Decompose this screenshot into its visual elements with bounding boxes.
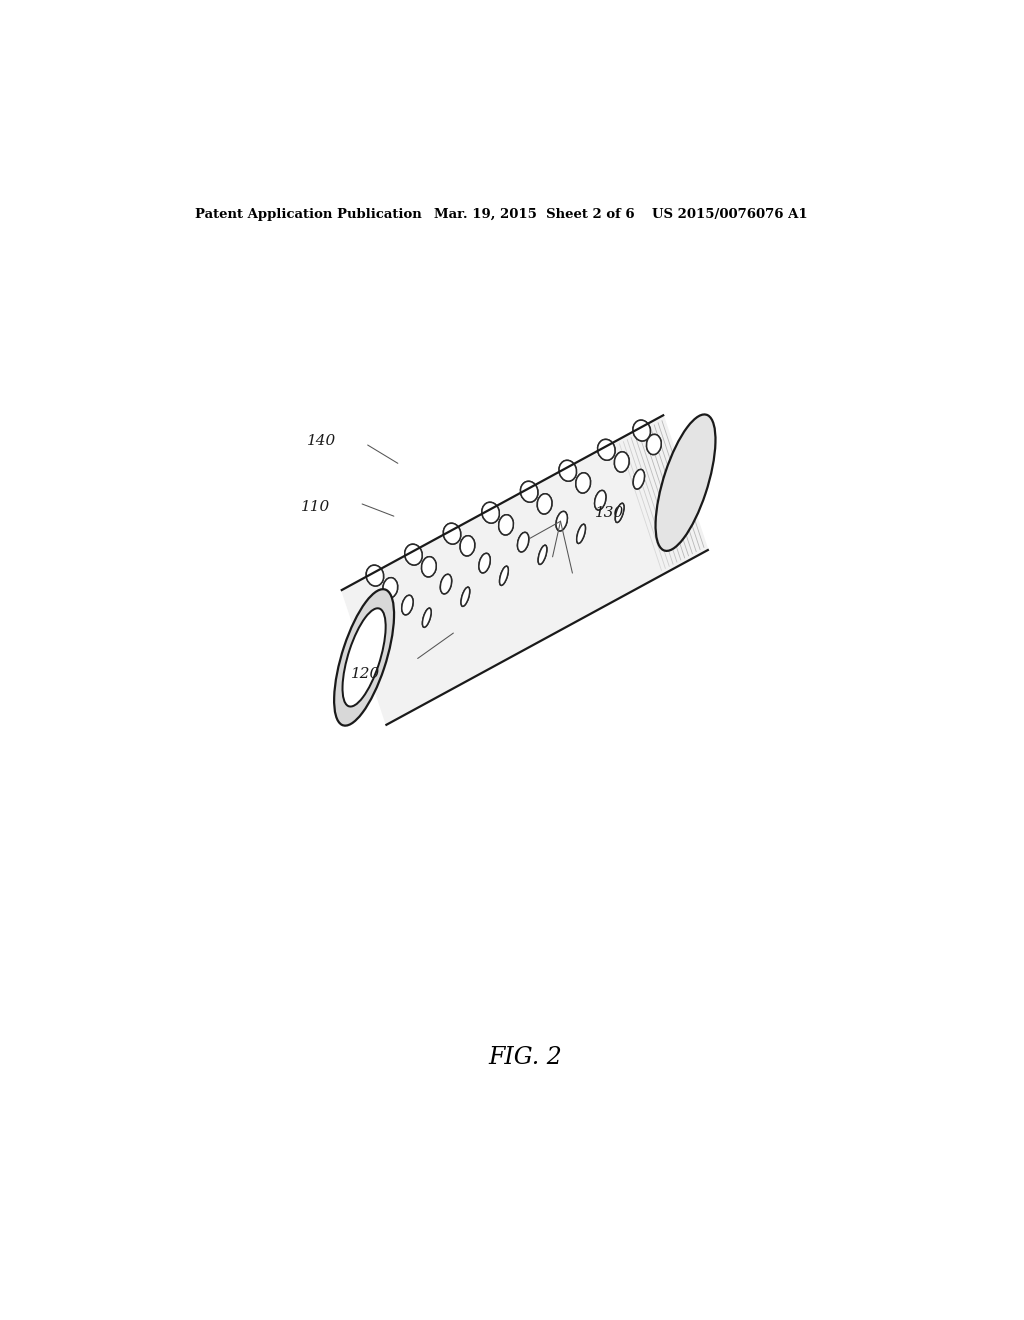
Ellipse shape	[633, 420, 650, 441]
Ellipse shape	[517, 532, 528, 552]
Ellipse shape	[633, 420, 650, 441]
Ellipse shape	[482, 502, 500, 523]
Text: US 2015/0076076 A1: US 2015/0076076 A1	[652, 209, 807, 222]
Ellipse shape	[479, 553, 490, 573]
Ellipse shape	[614, 451, 629, 473]
Ellipse shape	[559, 461, 577, 482]
Ellipse shape	[422, 557, 436, 577]
Text: 120: 120	[351, 667, 380, 681]
Ellipse shape	[598, 440, 615, 461]
Text: Patent Application Publication: Patent Application Publication	[196, 209, 422, 222]
Text: 110: 110	[301, 500, 331, 513]
Ellipse shape	[575, 473, 591, 494]
Ellipse shape	[443, 523, 461, 544]
Ellipse shape	[334, 589, 394, 726]
Ellipse shape	[461, 587, 470, 606]
Ellipse shape	[404, 544, 422, 565]
Ellipse shape	[633, 470, 644, 488]
Ellipse shape	[520, 482, 538, 502]
Text: 130: 130	[595, 506, 624, 520]
Ellipse shape	[615, 503, 624, 523]
Ellipse shape	[577, 524, 586, 544]
Ellipse shape	[633, 470, 644, 488]
Ellipse shape	[423, 609, 431, 627]
Ellipse shape	[342, 609, 386, 706]
Ellipse shape	[575, 473, 591, 494]
Ellipse shape	[367, 565, 384, 586]
Ellipse shape	[598, 440, 615, 461]
Ellipse shape	[500, 566, 508, 585]
Ellipse shape	[499, 515, 513, 535]
Ellipse shape	[539, 545, 547, 565]
Ellipse shape	[479, 553, 490, 573]
Ellipse shape	[499, 515, 513, 535]
Ellipse shape	[520, 482, 538, 502]
Ellipse shape	[461, 587, 470, 606]
Ellipse shape	[577, 524, 586, 544]
Ellipse shape	[482, 502, 500, 523]
Ellipse shape	[614, 451, 629, 473]
Ellipse shape	[443, 523, 461, 544]
Ellipse shape	[595, 491, 606, 510]
Ellipse shape	[539, 545, 547, 565]
Ellipse shape	[460, 536, 475, 556]
Ellipse shape	[401, 595, 413, 615]
Ellipse shape	[423, 609, 431, 627]
Ellipse shape	[595, 491, 606, 510]
Ellipse shape	[646, 434, 662, 454]
Ellipse shape	[440, 574, 452, 594]
Ellipse shape	[615, 503, 624, 523]
Ellipse shape	[460, 536, 475, 556]
Ellipse shape	[383, 578, 397, 598]
Text: 140: 140	[306, 434, 336, 447]
Ellipse shape	[538, 494, 552, 513]
Ellipse shape	[367, 565, 384, 586]
Ellipse shape	[422, 557, 436, 577]
Ellipse shape	[556, 511, 567, 531]
Ellipse shape	[655, 414, 716, 550]
Ellipse shape	[538, 494, 552, 513]
Ellipse shape	[646, 434, 662, 454]
Ellipse shape	[517, 532, 528, 552]
Text: Mar. 19, 2015  Sheet 2 of 6: Mar. 19, 2015 Sheet 2 of 6	[433, 209, 634, 222]
Ellipse shape	[404, 544, 422, 565]
Ellipse shape	[559, 461, 577, 482]
Ellipse shape	[500, 566, 508, 585]
Ellipse shape	[383, 578, 397, 598]
Ellipse shape	[556, 511, 567, 531]
Ellipse shape	[440, 574, 452, 594]
Polygon shape	[342, 416, 708, 725]
Ellipse shape	[401, 595, 413, 615]
Text: FIG. 2: FIG. 2	[487, 1047, 562, 1069]
